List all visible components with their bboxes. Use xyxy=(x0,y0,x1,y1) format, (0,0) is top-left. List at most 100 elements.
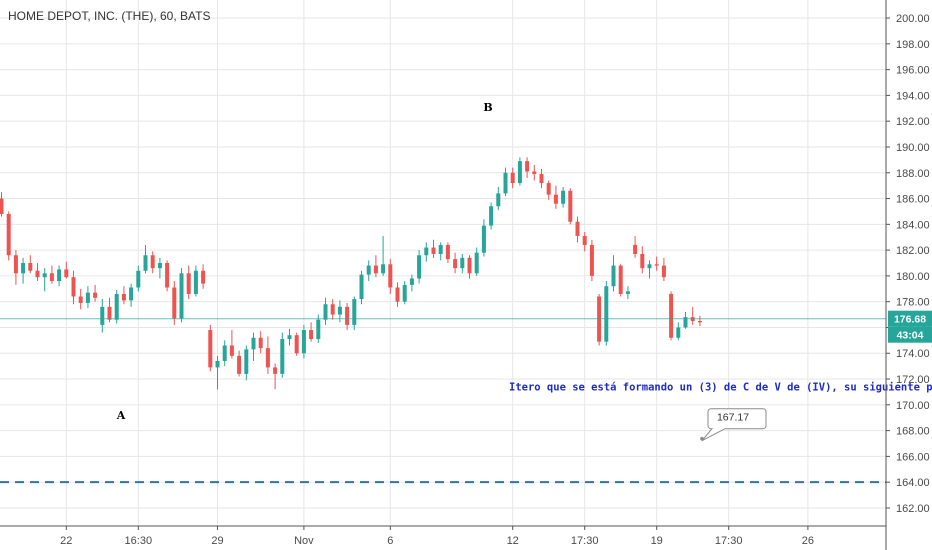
candle-body xyxy=(143,255,148,271)
candle-body xyxy=(568,190,573,222)
y-tick-label: 170.00 xyxy=(896,400,930,412)
candle-body xyxy=(345,306,350,325)
callout-value: 167.17 xyxy=(717,412,749,424)
y-tick-label: 194.00 xyxy=(896,90,930,102)
candle-body xyxy=(330,304,335,315)
current-price-value: 176.68 xyxy=(894,314,926,326)
x-tick-label: 26 xyxy=(802,535,814,547)
candle-body xyxy=(460,257,465,269)
chart-grid xyxy=(0,0,886,526)
price-axis[interactable]: 162.00 164.00 166.00 168.00 170.00 172.00 174.… xyxy=(886,13,930,515)
candle-body xyxy=(589,244,594,276)
y-tick-label: 188.00 xyxy=(896,168,930,180)
candle-body xyxy=(510,172,515,184)
candlestick-series xyxy=(0,157,702,390)
y-tick-label: 172.00 xyxy=(896,374,930,386)
x-tick-label: 17:30 xyxy=(571,535,599,547)
candle-body xyxy=(28,263,33,271)
countdown-tag xyxy=(888,326,932,343)
candle-body xyxy=(35,270,40,278)
candle-body xyxy=(539,174,544,184)
candle-body xyxy=(546,183,551,195)
y-tick-label: 198.00 xyxy=(896,39,930,51)
candle-body xyxy=(481,225,486,253)
candle-body xyxy=(532,171,537,175)
countdown-value: 43:04 xyxy=(897,330,924,342)
current-price-tag xyxy=(888,310,932,327)
candle-body xyxy=(647,264,652,269)
y-tick-label: 174.00 xyxy=(896,348,930,360)
candle-body xyxy=(417,255,422,279)
candle-body xyxy=(57,269,62,282)
candle-body xyxy=(251,337,256,350)
y-tick-label: 196.00 xyxy=(896,65,930,77)
candle-body xyxy=(676,327,681,338)
candle-body xyxy=(517,161,522,184)
candle-body xyxy=(186,273,191,294)
y-tick-label: 178.00 xyxy=(896,297,930,309)
candle-body xyxy=(453,259,458,269)
candle-body xyxy=(467,257,472,274)
candle-body xyxy=(6,214,11,256)
candle-body xyxy=(157,263,162,269)
candle-body xyxy=(661,265,666,278)
x-tick-label: 17:30 xyxy=(715,535,743,547)
candle-body xyxy=(42,273,47,278)
candle-body xyxy=(669,293,674,338)
candle-body xyxy=(229,345,234,356)
time-axis[interactable]: 22 16:30 29 Nov 6 12 17:30 19 17:30 26 xyxy=(60,526,814,547)
analysis-note: Itero que se está formando un (3) de C d… xyxy=(509,382,932,394)
candle-body xyxy=(366,265,371,275)
y-tick-label: 182.00 xyxy=(896,245,930,257)
candle-body xyxy=(294,335,299,354)
candle-body xyxy=(85,292,90,303)
x-tick-label: 29 xyxy=(211,535,223,547)
candle-body xyxy=(21,263,26,274)
candle-body xyxy=(273,367,278,374)
x-tick-label: 16:30 xyxy=(125,535,153,547)
candle-body xyxy=(0,198,4,215)
x-tick-label: 6 xyxy=(387,535,393,547)
x-tick-label: Nov xyxy=(294,535,314,547)
wave-label-a: A xyxy=(116,409,126,422)
x-tick-label: 12 xyxy=(507,535,519,547)
candle-body xyxy=(150,255,155,269)
candle-body xyxy=(625,291,630,294)
candle-body xyxy=(172,287,177,319)
candle-body xyxy=(424,247,429,256)
candle-body xyxy=(323,304,328,320)
candle-body xyxy=(287,335,292,340)
candle-body xyxy=(373,265,378,274)
candle-body xyxy=(121,293,126,301)
candle-body xyxy=(381,264,386,274)
candle-body xyxy=(604,286,609,342)
y-tick-label: 164.00 xyxy=(896,477,930,489)
y-tick-label: 162.00 xyxy=(896,503,930,515)
candle-body xyxy=(64,269,69,278)
callout-anchor xyxy=(700,436,704,441)
x-tick-label: 19 xyxy=(651,535,663,547)
candle-body xyxy=(136,270,141,288)
y-tick-label: 168.00 xyxy=(896,426,930,438)
y-tick-label: 200.00 xyxy=(896,13,930,25)
candle-body xyxy=(359,274,364,300)
callout-bubble[interactable] xyxy=(701,408,767,442)
candle-body xyxy=(525,161,530,172)
candle-body xyxy=(640,253,645,269)
candle-body xyxy=(618,265,623,294)
candle-body xyxy=(337,306,342,315)
candle-body xyxy=(697,321,702,323)
candle-body xyxy=(301,330,306,354)
candle-body xyxy=(316,319,321,340)
candle-body xyxy=(438,244,443,254)
candle-body xyxy=(13,255,18,274)
candle-body xyxy=(71,277,76,297)
candle-body xyxy=(215,360,220,368)
candle-body xyxy=(352,299,357,325)
candle-body xyxy=(388,264,393,288)
candle-body xyxy=(402,284,407,302)
price-tags: 176.68 43:04 xyxy=(888,310,932,343)
drawing-overlays: A B Itero que se está formando un (3) de C… xyxy=(0,101,932,484)
candle-body xyxy=(503,172,508,194)
